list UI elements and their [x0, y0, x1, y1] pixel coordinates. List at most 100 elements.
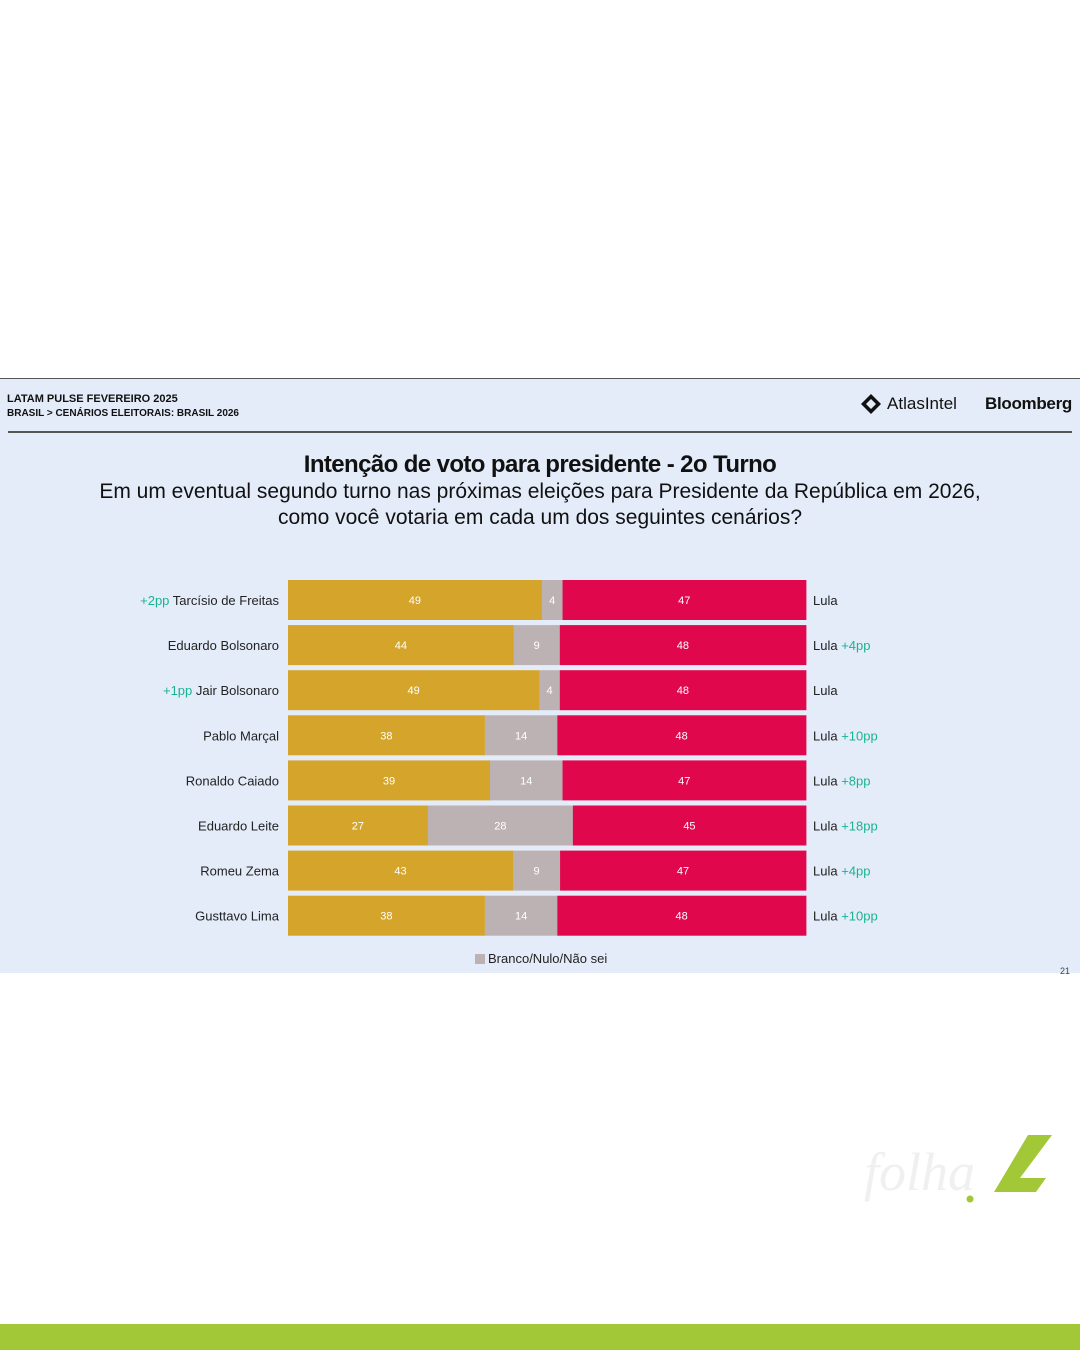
opponent-label: Lula — [813, 593, 838, 608]
opponent-label: Lula +10pp — [813, 909, 878, 924]
left-delta-label: +2pp — [140, 593, 173, 608]
candidate-label: Eduardo Bolsonaro — [168, 638, 279, 653]
bar-segment-blank — [512, 850, 561, 891]
opponent-name: Lula — [813, 773, 838, 788]
bar-segment-lula — [572, 805, 807, 846]
bar-segment-candidate — [288, 715, 486, 756]
candidate-name: Eduardo Bolsonaro — [168, 638, 279, 653]
candidate-name: Jair Bolsonaro — [196, 683, 279, 698]
chart-subtitle-line1: Em um eventual segundo turno nas próxima… — [99, 480, 981, 503]
opponent-name: Lula — [813, 819, 838, 834]
candidate-name: Gusttavo Lima — [195, 909, 280, 924]
bar-value-label: 27 — [352, 821, 364, 833]
atlasintel-logo: AtlasIntel — [860, 393, 957, 415]
bar-value-label: 44 — [395, 640, 407, 652]
opponent-name: Lula — [813, 683, 838, 698]
candidate-name: Romeu Zema — [200, 864, 280, 879]
bar-segment-candidate — [288, 580, 543, 620]
bar-segment-candidate — [288, 625, 515, 666]
opponent-name: Lula — [813, 909, 838, 924]
opponent-label: Lula +4pp — [813, 864, 870, 879]
bar-segment-blank — [539, 670, 561, 711]
bar-segment-candidate — [288, 670, 540, 711]
atlasintel-icon — [861, 394, 882, 414]
bar-value-label: 38 — [380, 730, 392, 742]
bar-value-label: 39 — [383, 775, 395, 787]
bar-value-label: 47 — [677, 866, 689, 878]
chart-title: Intenção de voto para presidente - 2o Tu… — [303, 451, 777, 478]
slide-panel: LATAM PULSE FEVEREIRO 2025 BRASIL > CENÁ… — [0, 378, 1080, 976]
brand-logos: AtlasIntel Bloomberg — [860, 393, 1072, 415]
bar-value-label: 47 — [678, 595, 690, 607]
candidate-label: Pablo Marçal — [203, 728, 279, 743]
page-number: 21 — [1059, 966, 1070, 976]
bar-value-label: 4 — [547, 685, 553, 697]
folha-logo: folha — [864, 1135, 1052, 1203]
candidate-label: Ronaldo Caiado — [186, 773, 279, 788]
bar-value-label: 28 — [494, 821, 506, 833]
folha-logo-mark — [994, 1135, 1052, 1192]
bar-segment-blank — [484, 715, 558, 756]
survey-title: LATAM PULSE FEVEREIRO 2025 — [7, 393, 178, 405]
atlasintel-wordmark: AtlasIntel — [887, 394, 957, 413]
bar-segment-candidate — [288, 760, 491, 801]
bar-segment-candidate — [288, 805, 429, 846]
bar-value-label: 9 — [534, 640, 540, 652]
bar-segment-blank — [513, 625, 561, 666]
bar-segment-lula — [557, 895, 807, 936]
opponent-label: Lula — [813, 683, 838, 698]
right-delta-label: +4pp — [838, 864, 871, 879]
candidate-label: +2pp Tarcísio de Freitas — [140, 593, 279, 608]
candidate-label: Eduardo Leite — [198, 819, 279, 834]
right-delta-label: +10pp — [838, 728, 878, 743]
bar-value-label: 14 — [515, 911, 527, 923]
folha-logo-wordmark: folha — [864, 1142, 975, 1202]
legend-label: Branco/Nulo/Não sei — [488, 951, 607, 966]
chart-subtitle-line2: como você votaria em cada um dos seguint… — [277, 506, 803, 529]
bar-segment-blank — [541, 580, 563, 620]
opponent-name: Lula — [813, 864, 838, 879]
right-delta-label: +18pp — [838, 819, 878, 834]
bar-segment-blank — [427, 805, 574, 846]
candidate-label: Gusttavo Lima — [195, 909, 280, 924]
bar-segment-lula — [559, 670, 807, 711]
opponent-name: Lula — [813, 728, 838, 743]
bar-value-label: 49 — [408, 685, 420, 697]
bar-segment-lula — [562, 580, 807, 620]
candidate-name: Pablo Marçal — [203, 728, 279, 743]
candidate-name: Ronaldo Caiado — [186, 773, 279, 788]
bar-value-label: 14 — [515, 730, 527, 742]
bar-value-label: 38 — [380, 911, 392, 923]
bar-value-label: 48 — [676, 730, 688, 742]
bar-value-label: 48 — [677, 640, 689, 652]
bar-value-label: 14 — [520, 775, 532, 787]
right-delta-label: +8pp — [838, 773, 871, 788]
right-delta-label: +10pp — [838, 909, 878, 924]
candidate-label: Romeu Zema — [200, 864, 280, 879]
folha-logo-dot — [966, 1195, 974, 1203]
bar-segment-lula — [562, 760, 807, 801]
opponent-name: Lula — [813, 593, 838, 608]
bar-value-label: 48 — [677, 685, 689, 697]
opponent-label: Lula +8pp — [813, 773, 870, 788]
bar-segment-candidate — [288, 850, 514, 891]
candidate-name: Eduardo Leite — [198, 819, 279, 834]
bar-segment-candidate — [288, 895, 486, 936]
bar-segment-lula — [559, 625, 807, 666]
bar-segment-blank — [484, 895, 558, 936]
opponent-name: Lula — [813, 638, 838, 653]
footer-bar — [0, 1324, 1080, 1350]
bar-value-label: 48 — [676, 911, 688, 923]
bar-value-label: 4 — [549, 595, 555, 607]
breadcrumb: BRASIL > CENÁRIOS ELEITORAIS: BRASIL 202… — [7, 408, 239, 419]
header-divider — [8, 431, 1072, 433]
opponent-label: Lula +4pp — [813, 638, 870, 653]
candidate-label: +1pp Jair Bolsonaro — [163, 683, 279, 698]
left-delta-label: +1pp — [163, 683, 196, 698]
bar-segment-blank — [490, 760, 563, 801]
candidate-name: Tarcísio de Freitas — [173, 593, 280, 608]
bloomberg-logo: Bloomberg — [984, 394, 1072, 413]
bar-value-label: 49 — [409, 595, 421, 607]
bar-value-label: 45 — [683, 821, 695, 833]
